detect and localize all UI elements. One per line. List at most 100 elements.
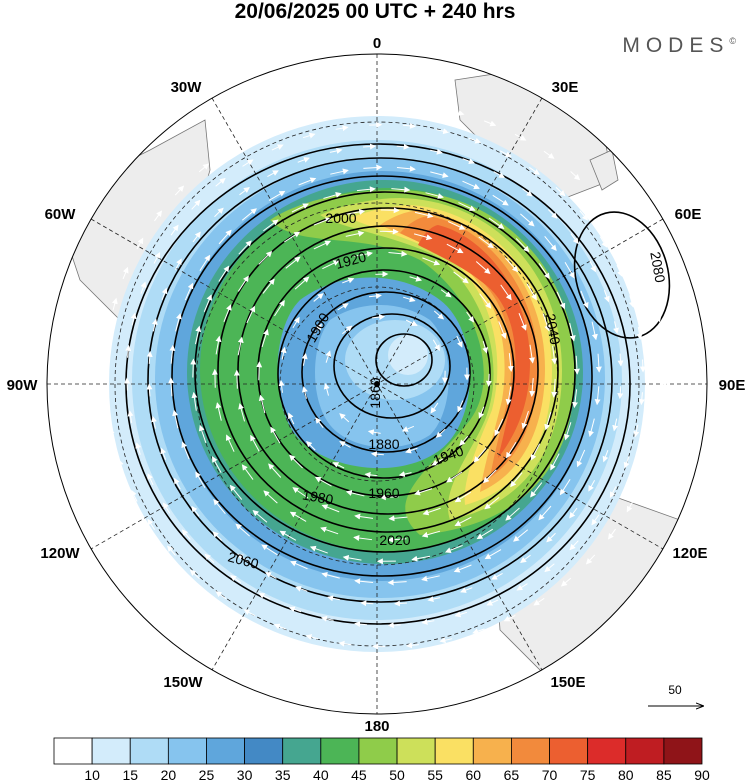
wind-vector-arrow	[530, 482, 543, 498]
wind-vector-arrow	[451, 110, 465, 116]
wind-vector-arrow	[591, 514, 600, 526]
wind-vector-arrow	[431, 458, 444, 466]
wind-vector-arrow	[338, 640, 352, 647]
wind-vector-arrow	[436, 128, 450, 135]
wind-vector-arrow	[285, 115, 298, 122]
wind-vector-arrow	[192, 231, 201, 243]
wind-vector-arrow	[199, 254, 211, 271]
wind-vector-arrow	[454, 611, 468, 618]
wind-vector-arrow	[623, 456, 630, 469]
wind-vector-arrow	[401, 425, 415, 432]
wind-vector-arrow	[505, 386, 512, 406]
wind-vector-arrow	[403, 296, 416, 303]
wind-vector-arrow	[301, 386, 308, 399]
wind-vector-arrow	[430, 171, 449, 179]
wind-vector-arrow	[181, 441, 190, 460]
wind-vector-arrow	[342, 325, 353, 335]
wind-vector-arrow	[345, 489, 365, 497]
wind-vector-arrow	[405, 642, 419, 649]
wind-vector-arrow	[486, 599, 499, 606]
wind-vector-arrow	[237, 336, 244, 356]
contour-label: 2020	[379, 532, 410, 548]
wind-vector-arrow	[564, 422, 572, 441]
wind-vector-arrow	[203, 294, 213, 312]
wind-vector-arrow	[263, 490, 278, 504]
wind-vector-arrow	[414, 488, 433, 496]
wind-vector-arrow	[288, 606, 302, 613]
wind-vector-arrow	[569, 507, 578, 519]
wind-vector-arrow	[422, 507, 441, 516]
colorbar-tick-label: 75	[580, 767, 596, 782]
wind-vector-arrow	[325, 350, 332, 363]
wind-vector-arrow	[529, 377, 536, 397]
wind-vector-arrow	[239, 187, 250, 196]
wind-vector-arrow	[500, 284, 512, 301]
wind-vector-arrow	[274, 299, 285, 317]
wind-vector-arrow	[285, 256, 301, 269]
wind-vector-arrow	[430, 402, 439, 414]
contour-label: 1920	[334, 248, 368, 272]
wind-vector-arrow	[190, 358, 197, 378]
wind-vector-arrow	[468, 137, 482, 144]
wind-vector-arrow	[659, 407, 666, 421]
wind-vector-arrow	[476, 528, 494, 540]
wind-vector-arrow	[167, 545, 176, 556]
wind-vector-arrow	[321, 504, 340, 513]
wind-vector-arrow	[213, 498, 226, 514]
wind-vector-arrow	[313, 323, 322, 335]
colorbar-swatch	[511, 737, 550, 765]
wind-vector-arrow	[456, 335, 463, 348]
wind-vector-arrow	[550, 453, 560, 471]
brand-logo: MODES©	[622, 34, 736, 58]
wind-vector-arrow	[160, 447, 167, 460]
longitude-label: 90W	[7, 377, 39, 394]
wind-vector-arrow	[214, 207, 224, 218]
wind-vector-arrow	[354, 513, 374, 520]
wind-vector-arrow	[526, 283, 537, 301]
wind-vector-arrow	[254, 128, 267, 136]
wind-vector-arrow	[168, 377, 175, 397]
colorbar-swatch	[206, 737, 245, 765]
wind-vector-arrow	[559, 479, 571, 496]
wind-vector-arrow	[421, 575, 440, 582]
wind-vector-arrow	[353, 535, 373, 541]
wind-vector-arrow	[212, 531, 223, 541]
wind-vector-arrow	[191, 199, 201, 210]
wind-vector-arrow	[516, 583, 528, 591]
wind-vector-arrow	[273, 623, 287, 630]
wind-vector-arrow	[520, 554, 531, 563]
wind-vector-arrow	[215, 335, 222, 355]
contour-label: 2060	[226, 548, 260, 572]
colorbar-swatch	[320, 737, 360, 765]
wind-vector-arrow	[294, 276, 310, 290]
height-contours	[125, 143, 671, 625]
map-disk	[47, 54, 707, 714]
wind-vector-arrow	[241, 208, 257, 221]
colorbar-swatch	[625, 737, 665, 765]
wind-vector-arrow	[189, 569, 200, 579]
wind-vector-arrow	[363, 143, 377, 150]
wind-vector-arrow	[422, 257, 441, 266]
wind-vector-arrow	[250, 434, 260, 452]
wind-vector-arrow	[569, 322, 576, 342]
wind-vector-arrow	[380, 207, 400, 214]
wind-vector-arrow	[564, 261, 575, 279]
wind-vector-arrow	[263, 219, 279, 232]
wind-vector-arrow	[329, 147, 343, 154]
wind-vector-arrow	[330, 168, 349, 175]
wind-vector-arrow	[337, 303, 349, 311]
wind-vector-arrow	[246, 305, 256, 324]
wind-vector-arrow	[491, 573, 503, 580]
wind-vector-arrow	[528, 166, 540, 175]
colorbar-tick-label: 20	[161, 767, 177, 782]
wind-vector-arrow	[628, 295, 635, 308]
wind-vector-arrow	[484, 497, 500, 510]
wind-vector-arrow	[544, 411, 552, 431]
wind-vector-arrow	[268, 463, 282, 478]
wind-vector-arrow	[237, 275, 249, 292]
wind-vector-arrow	[446, 243, 464, 254]
wind-vector-arrow	[556, 291, 566, 310]
wind-vector-arrow	[218, 265, 230, 282]
brand-mark: ©	[729, 36, 736, 46]
wind-vector-arrow	[267, 170, 279, 177]
